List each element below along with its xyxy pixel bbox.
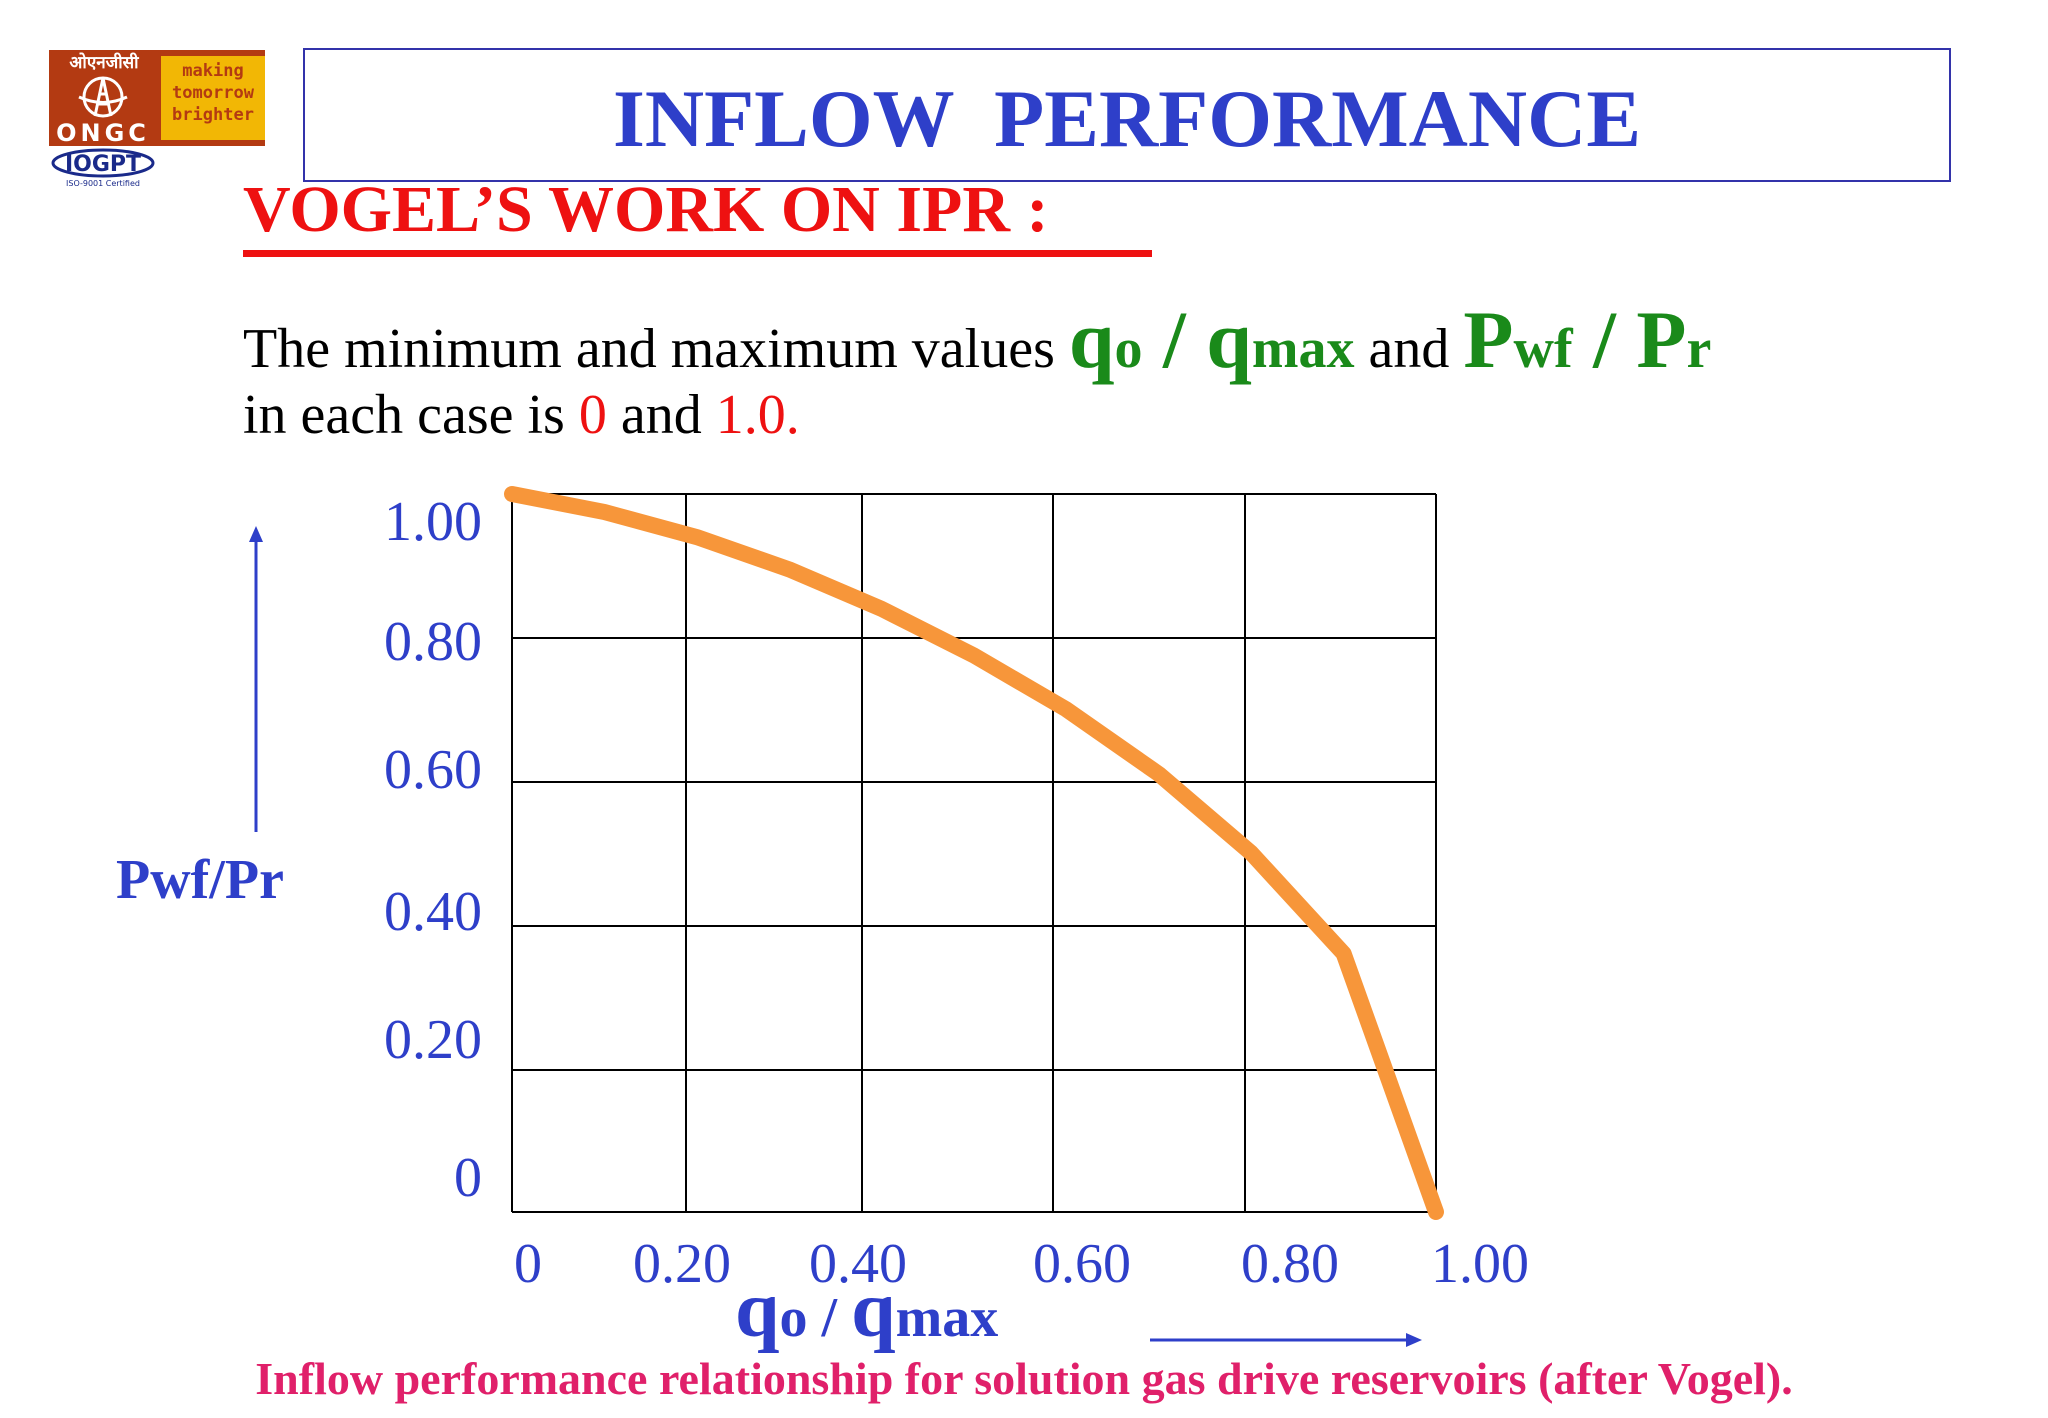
- chart-caption: Inflow performance relationship for solu…: [255, 1353, 1793, 1404]
- q-symbol: q: [1068, 294, 1115, 385]
- desc2-prefix: in each case is: [243, 384, 579, 446]
- ipr-curve-line: [504, 486, 1444, 1220]
- cert-text: ISO-9001 Certified: [66, 179, 140, 188]
- x-tick-label: 0.20: [633, 1233, 731, 1295]
- ipr-curve-layer: [504, 486, 1444, 1220]
- x-axis-label: qo / qmax: [735, 1270, 998, 1372]
- q-subscript: o: [1114, 318, 1143, 380]
- y-tick-label: 0.40: [384, 881, 482, 943]
- x-tick-labels: 0 0.20 0.40 0.60 0.80 1.00: [514, 1233, 1529, 1295]
- y-tick-label: 0.20: [384, 1009, 482, 1071]
- iogpt-badge-icon: IOGPT ISO-9001 Certified: [51, 148, 155, 188]
- y-axis-label: Pwf/Pr: [116, 849, 284, 911]
- slogan-line-3: brighter: [172, 105, 254, 125]
- x-tick-label: 0.80: [1241, 1233, 1339, 1295]
- x-tick-label: 0: [514, 1233, 542, 1295]
- y-tick-labels: 1.00 0.80 0.60 0.40 0.20 0: [384, 491, 482, 1209]
- y-tick-label: 1.00: [384, 491, 482, 553]
- desc-and: and: [1354, 318, 1464, 380]
- x-label-o: o: [779, 1287, 808, 1349]
- qmax-symbol: q: [1206, 294, 1252, 385]
- oil-rig-emblem-icon: [78, 76, 128, 118]
- max-value: 1.0: [715, 384, 786, 446]
- y-tick-label: 0: [454, 1147, 482, 1209]
- iogpt-text: IOGPT: [65, 152, 141, 177]
- x-label-q2: q: [851, 1266, 896, 1354]
- title-box: INFLOW PERFORMANCE: [303, 48, 1951, 182]
- min-value: 0: [578, 384, 607, 446]
- slogan-line-1: making: [182, 61, 244, 81]
- logo-slogan: making tomorrow brighter: [161, 56, 265, 140]
- pr-symbol: P: [1636, 294, 1687, 385]
- pwf-subscript: wf: [1513, 318, 1573, 380]
- desc2-and: and: [606, 384, 716, 446]
- slogan-line-2: tomorrow: [172, 83, 254, 103]
- slash-2: /: [1572, 294, 1637, 385]
- pr-subscript: r: [1686, 318, 1712, 380]
- x-tick-label: 1.00: [1431, 1233, 1529, 1295]
- description-line-2: in each case is 0 and 1.0.: [243, 380, 800, 450]
- page-title: INFLOW PERFORMANCE: [612, 73, 1642, 164]
- subtitle-underline: [243, 250, 1152, 257]
- x-label-max: max: [895, 1287, 999, 1349]
- qmax-subscript: max: [1251, 318, 1355, 380]
- x-tick-label: 0.40: [809, 1233, 907, 1295]
- p-symbol: P: [1463, 294, 1514, 385]
- logo-company-name: ONGC: [56, 119, 150, 147]
- x-tick-label: 0.60: [1033, 1233, 1131, 1295]
- desc2-end: .: [785, 384, 800, 446]
- x-label-q: q: [735, 1266, 780, 1354]
- x-axis-arrow: [1150, 1333, 1422, 1347]
- slash-1: /: [1142, 294, 1207, 385]
- logo-hindi-text: ओएनजीसी: [69, 53, 139, 73]
- ongc-logo: ओएनजीसी ONGC making tomorrow brighter IO…: [49, 50, 265, 188]
- chart-grid: [511, 493, 1437, 1213]
- description-line-1: The minimum and maximum values qo / qmax…: [243, 299, 1712, 389]
- x-label-slash: /: [807, 1287, 852, 1349]
- y-tick-label: 0.60: [384, 739, 482, 801]
- y-axis-arrow: [249, 526, 263, 832]
- desc-prefix: The minimum and maximum values: [243, 318, 1055, 380]
- section-subtitle: VOGEL’S WORK ON IPR :: [243, 173, 1049, 246]
- y-tick-label: 0.80: [384, 611, 482, 673]
